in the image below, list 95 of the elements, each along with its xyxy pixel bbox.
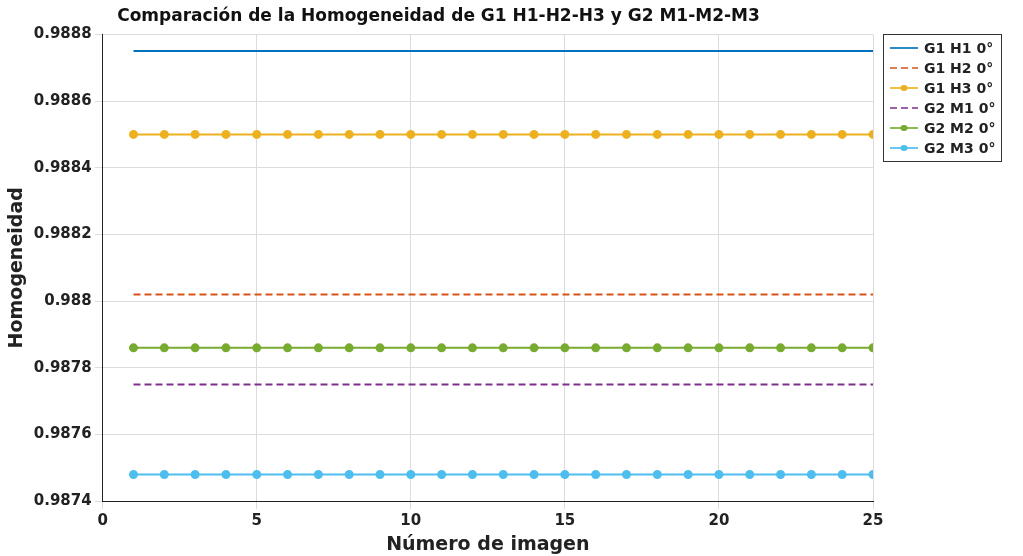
- point: [529, 129, 539, 139]
- point: [129, 470, 138, 480]
- point: [467, 343, 477, 353]
- point: [344, 129, 354, 139]
- point: [622, 343, 631, 353]
- point: [498, 129, 508, 139]
- point: [622, 129, 631, 139]
- point: [406, 470, 416, 480]
- legend-label: G2 M2 0°: [924, 120, 996, 137]
- y-tick-label: 0.9882: [33, 224, 92, 243]
- point: [344, 470, 354, 480]
- point: [406, 343, 416, 353]
- point: [252, 343, 262, 353]
- point: [745, 129, 755, 139]
- legend-label: G1 H3 0°: [924, 80, 994, 97]
- y-tick-label: 0.9876: [33, 424, 92, 443]
- x-tick-label: 0: [97, 511, 108, 530]
- legend-label: G1 H2 0°: [924, 60, 994, 77]
- point: [498, 343, 508, 353]
- point: [837, 343, 847, 353]
- point: [283, 129, 293, 139]
- point: [714, 343, 724, 353]
- point: [375, 470, 385, 480]
- point: [806, 470, 816, 480]
- point: [652, 470, 662, 480]
- point: [806, 129, 816, 139]
- chart-title: Comparación de la Homogeneidad de G1 H1-H2-H3 y G2 M1-M2-M3: [117, 4, 760, 25]
- point: [190, 129, 200, 139]
- point: [745, 470, 755, 480]
- point: [129, 343, 138, 353]
- x-tick-label: 20: [708, 511, 730, 530]
- point: [344, 343, 354, 353]
- point: [683, 470, 693, 480]
- point: [652, 343, 662, 353]
- point: [529, 470, 539, 480]
- point: [498, 470, 508, 480]
- point: [683, 343, 693, 353]
- point: [159, 129, 169, 139]
- legend-label: G2 M1 0°: [924, 100, 996, 117]
- point: [437, 470, 447, 480]
- x-tick-label: 10: [400, 511, 422, 530]
- point: [560, 343, 570, 353]
- x-tick-label: 5: [251, 511, 262, 530]
- point: [560, 129, 570, 139]
- x-tick-label: 25: [862, 511, 884, 530]
- point: [622, 470, 631, 480]
- point: [283, 343, 293, 353]
- point: [313, 129, 323, 139]
- point: [221, 470, 231, 480]
- point: [529, 343, 539, 353]
- legend-label: G1 H1 0°: [924, 40, 994, 57]
- point: [683, 129, 693, 139]
- y-axis-title: Homogeneidad: [4, 187, 27, 349]
- point: [252, 129, 262, 139]
- point: [406, 129, 416, 139]
- point: [375, 129, 385, 139]
- point: [714, 470, 724, 480]
- point: [129, 129, 138, 139]
- y-tick-label: 0.9886: [33, 90, 92, 109]
- y-tick-label: 0.988: [44, 291, 92, 310]
- y-tick-label: 0.9878: [33, 357, 92, 376]
- point: [591, 129, 601, 139]
- point: [190, 343, 200, 353]
- point: [375, 343, 385, 353]
- point: [467, 470, 477, 480]
- legend-label: G2 M3 0°: [924, 140, 996, 157]
- point: [714, 129, 724, 139]
- point: [313, 343, 323, 353]
- y-tick-label: 0.9874: [33, 491, 92, 510]
- point: [745, 343, 755, 353]
- point: [806, 343, 816, 353]
- point: [837, 470, 847, 480]
- point: [283, 470, 293, 480]
- point: [221, 129, 231, 139]
- point: [591, 343, 601, 353]
- point: [313, 470, 323, 480]
- point: [776, 343, 786, 353]
- y-tick-label: 0.9884: [33, 157, 92, 176]
- point: [190, 470, 200, 480]
- point: [159, 343, 169, 353]
- point: [591, 470, 601, 480]
- x-axis-title: Número de imagen: [386, 531, 590, 554]
- point: [467, 129, 477, 139]
- x-tick-label: 15: [554, 511, 576, 530]
- point: [652, 129, 662, 139]
- point: [776, 129, 786, 139]
- point: [776, 470, 786, 480]
- point: [252, 470, 262, 480]
- point: [437, 343, 447, 353]
- point: [159, 470, 169, 480]
- point: [560, 470, 570, 480]
- point: [437, 129, 447, 139]
- point: [221, 343, 231, 353]
- y-tick-label: 0.9888: [33, 24, 92, 43]
- point: [837, 129, 847, 139]
